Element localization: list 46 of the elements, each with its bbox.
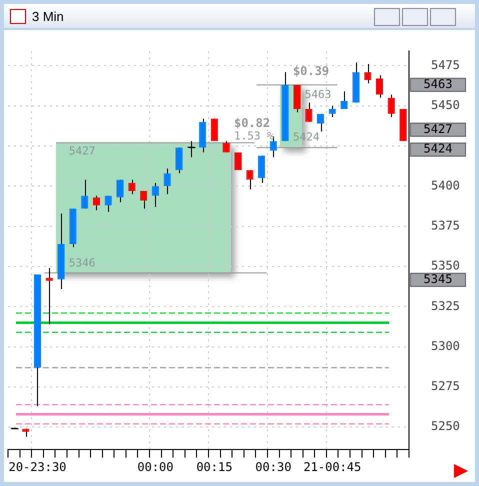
candlestick bbox=[340, 90, 348, 110]
annotation: $0.82 bbox=[234, 116, 270, 130]
candlestick bbox=[246, 170, 254, 190]
y-tick-label: 5375 bbox=[431, 218, 460, 232]
candlestick bbox=[388, 94, 395, 118]
candlestick bbox=[376, 74, 384, 98]
ref-line-label: 5427 bbox=[68, 144, 96, 158]
candlestick bbox=[293, 84, 300, 113]
candlestick bbox=[305, 102, 312, 122]
candlestick bbox=[364, 64, 372, 84]
ref-line-label: 5346 bbox=[68, 256, 96, 270]
x-tick-label: 20-23:30 bbox=[8, 460, 66, 474]
candlestick bbox=[92, 195, 100, 211]
candlestick bbox=[116, 179, 124, 203]
annotation: 1.53 % bbox=[234, 130, 274, 143]
candlestick bbox=[258, 155, 266, 184]
annotation: $0.39 bbox=[292, 64, 330, 78]
ref-line-label: 5463 bbox=[304, 88, 332, 101]
candlestick bbox=[140, 190, 148, 210]
y-tick-label: 5300 bbox=[431, 338, 460, 353]
candlestick bbox=[175, 147, 183, 174]
y-tick-label: 5450 bbox=[431, 98, 460, 112]
text: 5463 bbox=[424, 77, 452, 92]
text: 5424 bbox=[424, 142, 452, 156]
candlestick bbox=[164, 168, 171, 195]
ref-line-label: 5424 bbox=[292, 130, 320, 144]
candlestick bbox=[328, 105, 336, 118]
x-tick-label: 00:15 bbox=[196, 460, 232, 474]
candlestick bbox=[128, 179, 136, 195]
text: 5427 bbox=[424, 122, 452, 136]
candlestick bbox=[46, 268, 53, 325]
text: 5345 bbox=[424, 272, 452, 286]
y-tick-label: 5325 bbox=[431, 298, 460, 313]
y-tick-label: 5400 bbox=[431, 178, 460, 192]
x-tick-label: 21-00:45 bbox=[303, 460, 362, 474]
candlestick bbox=[199, 118, 206, 153]
x-tick-label: 00:30 bbox=[255, 460, 292, 474]
candlestick bbox=[81, 179, 88, 210]
y-tick-label: 5250 bbox=[431, 419, 460, 434]
candlestick bbox=[104, 195, 112, 212]
y-tick-label: 5275 bbox=[431, 379, 460, 394]
chart-title: 3 Min bbox=[32, 9, 64, 24]
x-tick-label: 00:00 bbox=[137, 460, 174, 474]
y-tick-label: 5350 bbox=[431, 258, 460, 273]
candlestick bbox=[152, 182, 159, 208]
y-tick-label: 5475 bbox=[431, 58, 460, 72]
